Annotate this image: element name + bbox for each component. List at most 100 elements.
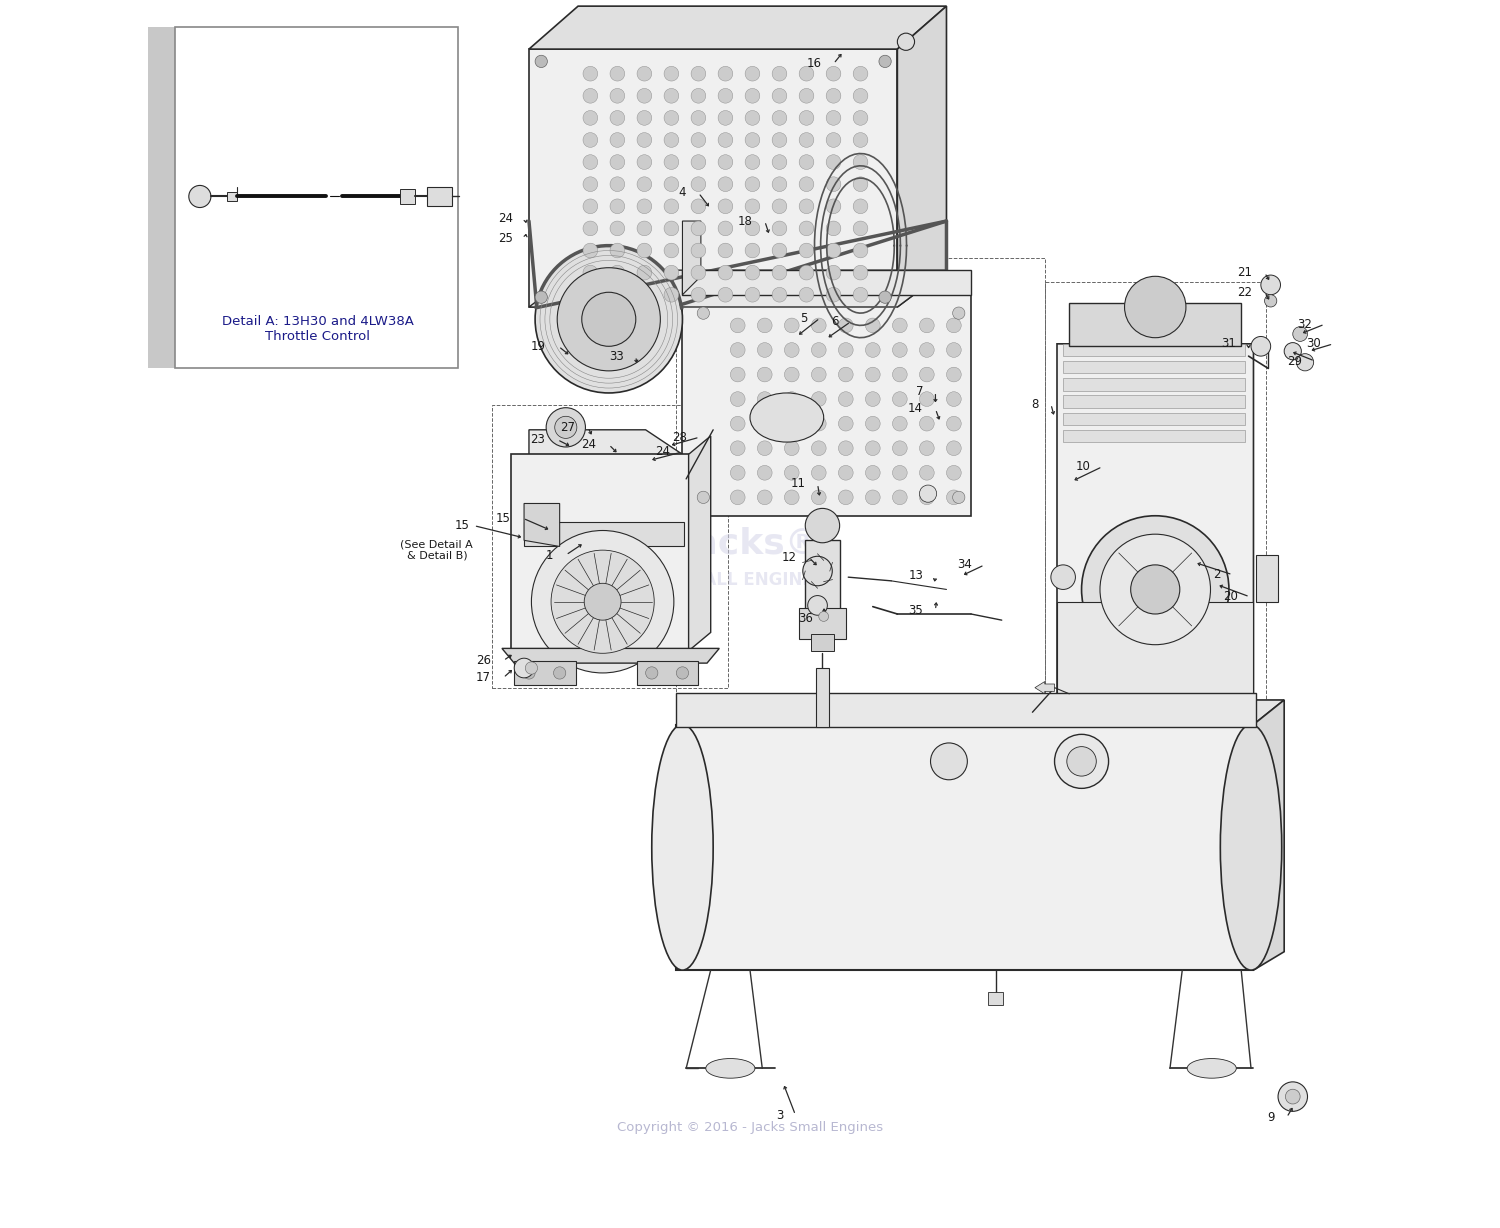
Circle shape xyxy=(746,221,760,236)
Bar xyxy=(816,668,828,727)
Circle shape xyxy=(920,416,934,431)
Text: 1: 1 xyxy=(546,549,554,561)
Text: 19: 19 xyxy=(531,340,546,352)
Text: (See Detail A
& Detail B): (See Detail A & Detail B) xyxy=(400,539,472,561)
Circle shape xyxy=(718,88,734,103)
Bar xyxy=(676,258,1044,749)
Circle shape xyxy=(584,199,597,214)
Circle shape xyxy=(638,221,652,236)
Circle shape xyxy=(584,583,621,620)
Circle shape xyxy=(584,111,597,125)
Circle shape xyxy=(853,66,868,81)
Circle shape xyxy=(920,485,936,502)
Circle shape xyxy=(664,133,680,147)
Circle shape xyxy=(746,177,760,192)
Circle shape xyxy=(853,199,868,214)
Circle shape xyxy=(865,441,880,456)
Circle shape xyxy=(812,441,826,456)
Circle shape xyxy=(853,155,868,169)
Circle shape xyxy=(865,392,880,406)
Circle shape xyxy=(610,66,624,81)
Circle shape xyxy=(1251,336,1270,356)
Circle shape xyxy=(718,221,734,236)
Text: 4: 4 xyxy=(678,187,686,199)
Circle shape xyxy=(525,662,537,674)
Circle shape xyxy=(802,556,832,586)
Circle shape xyxy=(730,367,746,382)
Circle shape xyxy=(610,111,624,125)
FancyArrow shape xyxy=(1035,682,1054,694)
Circle shape xyxy=(514,658,534,678)
Text: 26: 26 xyxy=(476,655,490,667)
Circle shape xyxy=(827,133,842,147)
Circle shape xyxy=(664,265,680,280)
Polygon shape xyxy=(682,295,970,516)
Circle shape xyxy=(865,343,880,357)
Bar xyxy=(988,992,1004,1005)
Circle shape xyxy=(638,111,652,125)
Circle shape xyxy=(784,343,800,357)
Circle shape xyxy=(800,155,814,169)
Circle shape xyxy=(784,441,800,456)
Circle shape xyxy=(638,199,652,214)
Bar xyxy=(427,187,451,206)
Circle shape xyxy=(692,287,706,302)
Circle shape xyxy=(772,199,788,214)
Circle shape xyxy=(664,88,680,103)
Circle shape xyxy=(746,155,760,169)
Text: 14: 14 xyxy=(908,403,922,415)
Text: 11: 11 xyxy=(790,478,806,490)
Circle shape xyxy=(920,490,934,505)
Circle shape xyxy=(698,491,709,503)
Circle shape xyxy=(827,177,842,192)
Circle shape xyxy=(758,465,772,480)
Circle shape xyxy=(692,243,706,258)
Text: 32: 32 xyxy=(1298,318,1312,330)
Text: 8: 8 xyxy=(1030,398,1038,410)
Circle shape xyxy=(800,287,814,302)
Bar xyxy=(524,522,684,546)
Ellipse shape xyxy=(706,1059,754,1078)
Bar xyxy=(682,270,970,295)
Circle shape xyxy=(827,66,842,81)
Circle shape xyxy=(730,392,746,406)
Circle shape xyxy=(946,441,962,456)
Circle shape xyxy=(784,392,800,406)
Circle shape xyxy=(638,66,652,81)
Polygon shape xyxy=(530,49,897,307)
Circle shape xyxy=(610,199,624,214)
Circle shape xyxy=(758,441,772,456)
Circle shape xyxy=(784,367,800,382)
Circle shape xyxy=(800,66,814,81)
Circle shape xyxy=(692,111,706,125)
Circle shape xyxy=(584,88,597,103)
Circle shape xyxy=(892,490,908,505)
Text: 20: 20 xyxy=(1222,591,1238,603)
Text: 35: 35 xyxy=(909,604,922,616)
Circle shape xyxy=(946,343,962,357)
Circle shape xyxy=(952,491,964,503)
Text: 6: 6 xyxy=(831,316,839,328)
Circle shape xyxy=(664,155,680,169)
Circle shape xyxy=(1131,565,1180,614)
Circle shape xyxy=(730,343,746,357)
Circle shape xyxy=(812,392,826,406)
Polygon shape xyxy=(682,221,700,295)
Circle shape xyxy=(772,133,788,147)
Circle shape xyxy=(839,465,854,480)
Circle shape xyxy=(800,199,814,214)
Circle shape xyxy=(827,221,842,236)
Text: 5: 5 xyxy=(801,312,807,324)
Circle shape xyxy=(758,392,772,406)
Circle shape xyxy=(772,111,788,125)
Circle shape xyxy=(610,88,624,103)
Text: 24: 24 xyxy=(656,446,670,458)
Circle shape xyxy=(692,66,706,81)
Polygon shape xyxy=(676,700,1284,725)
Bar xyxy=(1256,555,1278,602)
Text: 33: 33 xyxy=(609,350,624,362)
Text: 16: 16 xyxy=(806,58,820,70)
Circle shape xyxy=(698,307,709,319)
Text: 7: 7 xyxy=(915,386,922,398)
Circle shape xyxy=(638,265,652,280)
